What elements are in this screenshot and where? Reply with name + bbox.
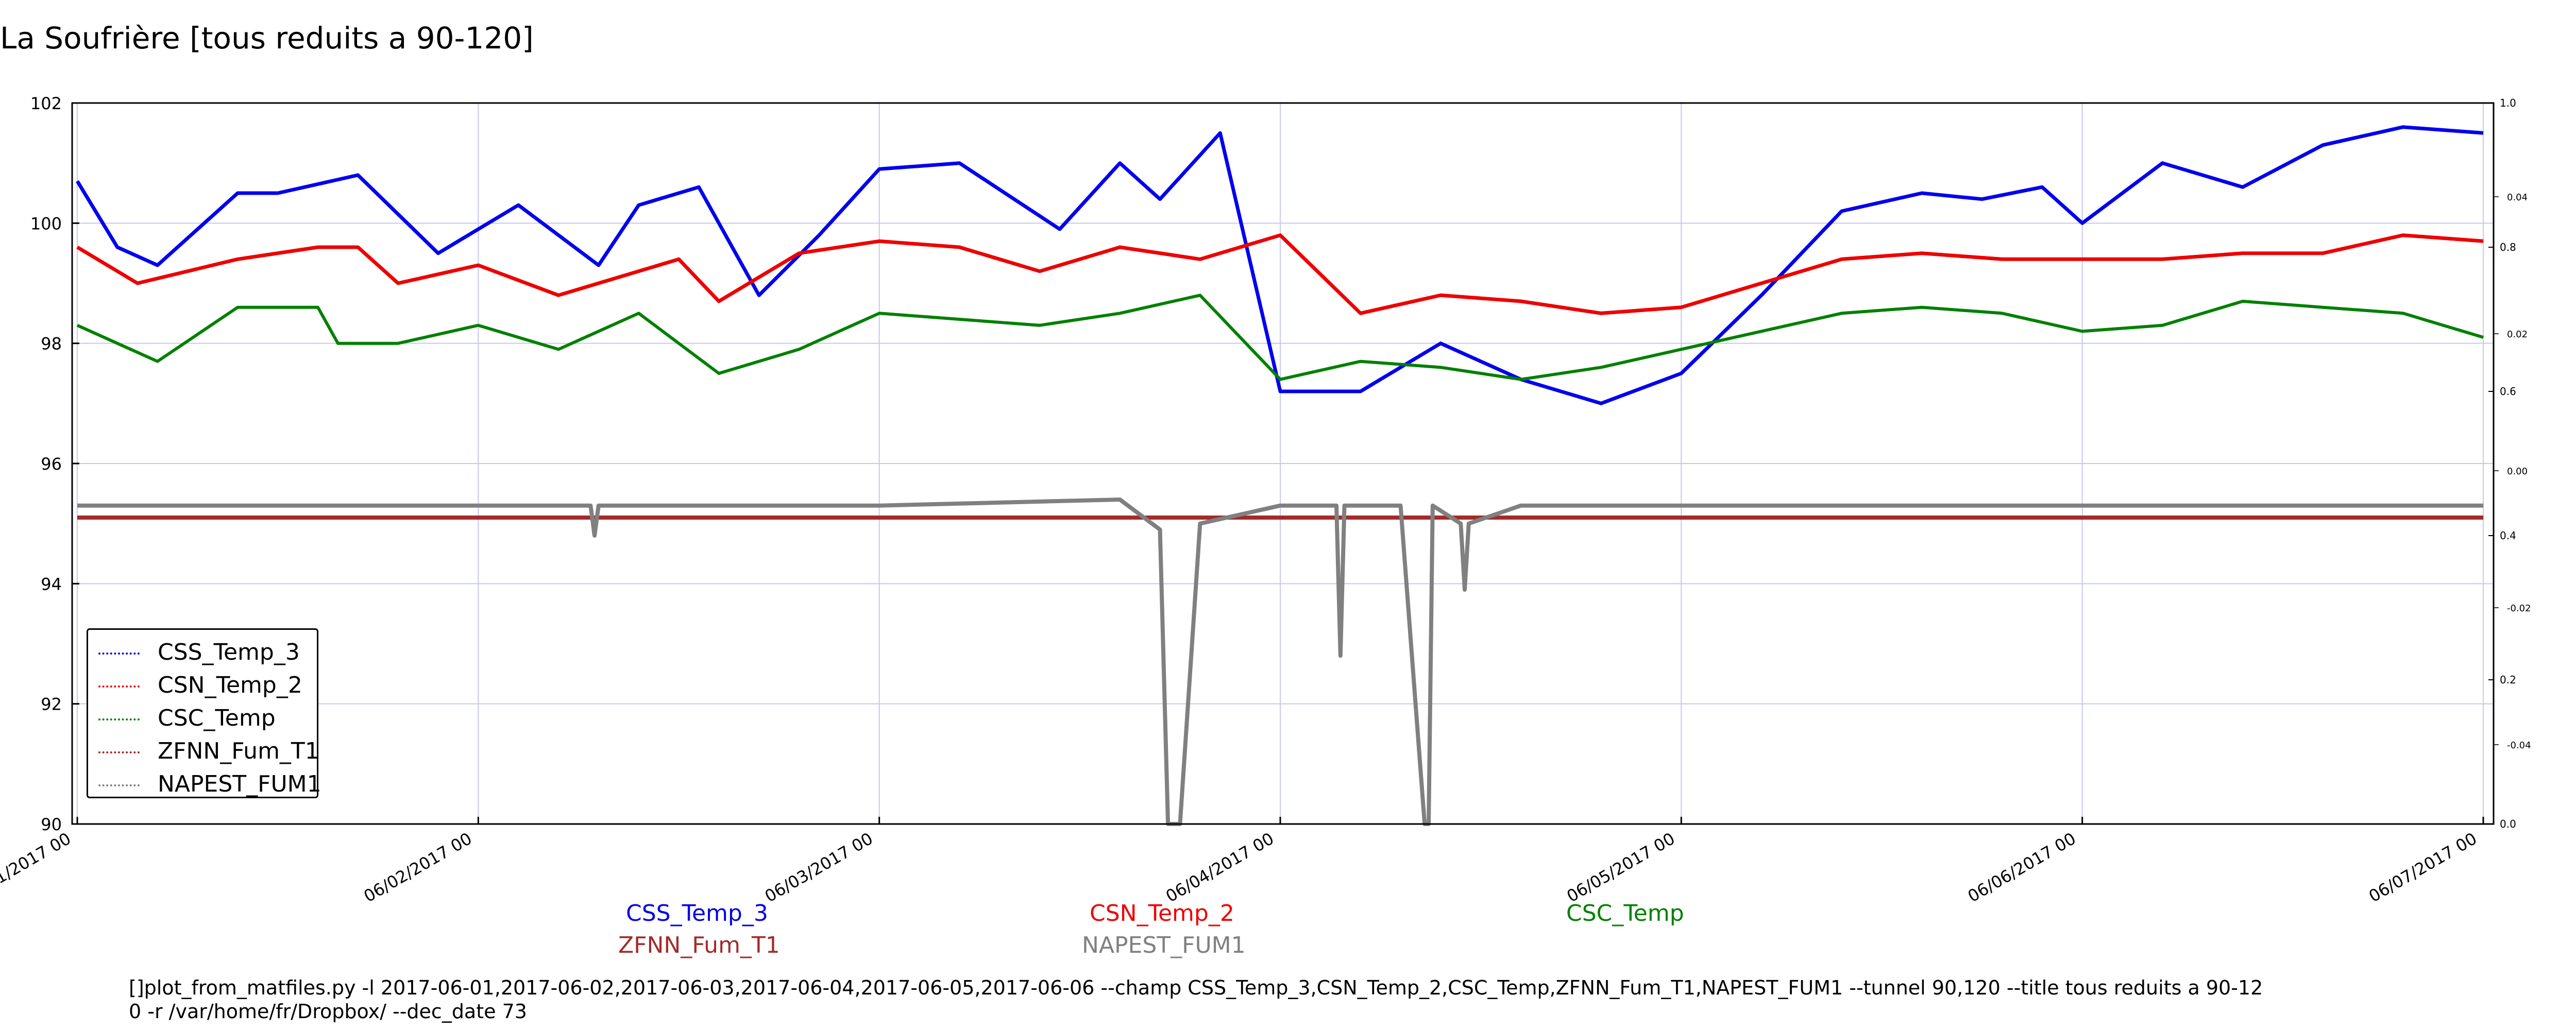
y2-minor-tick-label: 0.02 <box>2507 329 2528 340</box>
legend-label: CSC_Temp <box>158 705 276 731</box>
series-line-csn-temp-2 <box>76 233 2484 315</box>
y2-minor-tick-label: 0.04 <box>2507 192 2528 203</box>
y2-tick-label: 0.4 <box>2500 529 2516 542</box>
legend-swatch <box>98 751 140 753</box>
x-tick-label: 06/07/2017 00 <box>2365 829 2480 906</box>
legend-swatch <box>98 685 140 688</box>
y-tick-label: 94 <box>41 574 62 594</box>
y2-axis: 0.0 0.2 0.4 0.6 0.8 1.0 -0.04 -0.02 0.00 0.02 0.04 <box>2488 97 2531 830</box>
y-axis: 90 92 94 96 98 100 102 <box>30 94 79 834</box>
y2-tick-label: 1.0 <box>2500 97 2516 109</box>
x-axis: 06/01/2017 00 06/02/2017 00 06/03/2017 00 0… <box>0 817 2484 906</box>
legend-item-napest-fum1: NAPEST_FUM1 <box>88 771 321 802</box>
series-line-csc-temp <box>76 294 2484 381</box>
legend-label: NAPEST_FUM1 <box>158 771 321 797</box>
legend-item-csn-temp-2: CSN_Temp_2 <box>88 672 317 703</box>
grid <box>72 102 2494 825</box>
y2-tick-label: 0.2 <box>2500 674 2516 686</box>
legend-swatch <box>98 784 140 786</box>
x-tick-label: 06/05/2017 00 <box>1564 829 1679 906</box>
y-tick-label: 92 <box>41 695 62 714</box>
legend-swatch <box>98 653 140 655</box>
series-label-css-temp-3: CSS_Temp_3 <box>626 900 768 926</box>
series-label-zfnn-fum-t1: ZFNN_Fum_T1 <box>618 932 780 958</box>
legend-item-zfnn-fum-t1: ZFNN_Fum_T1 <box>88 738 319 769</box>
legend-label: ZFNN_Fum_T1 <box>158 738 319 764</box>
legend-item-csc-temp: CSC_Temp <box>88 705 317 736</box>
series-label-napest-fum1: NAPEST_FUM1 <box>1082 932 1246 958</box>
x-tick-label: 06/01/2017 00 <box>0 829 74 906</box>
series-line-napest-fum1 <box>77 497 2483 826</box>
series-label-csc-temp: CSC_Temp <box>1566 900 1684 926</box>
series-label-csn-temp-2: CSN_Temp_2 <box>1090 900 1234 926</box>
command-line-1: []plot_from_matfiles.py -l 2017-06-01,20… <box>129 976 2263 999</box>
y-tick-label: 98 <box>41 334 62 354</box>
legend-label: CSN_Temp_2 <box>158 672 302 698</box>
chart-title: La Soufrière [tous reduits a 90-120] <box>0 21 534 56</box>
y-tick-label: 100 <box>30 214 62 233</box>
legend-item-css-temp-3: CSS_Temp_3 <box>88 639 317 670</box>
y2-tick-label: 0.8 <box>2500 241 2516 253</box>
command-line: []plot_from_matfiles.py -l 2017-06-01,20… <box>129 976 2263 1023</box>
y-tick-label: 96 <box>41 454 62 474</box>
x-tick-label: 06/03/2017 00 <box>761 829 876 906</box>
series-lines <box>76 125 2484 826</box>
command-line-2: 0 -r /var/home/fr/Dropbox/ --dec_date 73 <box>129 1000 527 1023</box>
y2-minor-tick-label: -0.04 <box>2507 740 2531 751</box>
legend: CSS_Temp_3 CSN_Temp_2 CSC_Temp ZFNN_Fum_… <box>87 628 321 798</box>
series-line-css-temp-3 <box>76 125 2484 405</box>
y-tick-label: 102 <box>30 94 62 113</box>
y2-minor-tick-label: -0.02 <box>2507 603 2531 614</box>
y2-minor-tick-label: 0.00 <box>2507 466 2528 477</box>
y2-tick-label: 0.6 <box>2500 385 2516 398</box>
x-tick-label: 06/06/2017 00 <box>1964 829 2079 906</box>
x-tick-label: 06/04/2017 00 <box>1162 829 1277 906</box>
legend-swatch <box>98 718 140 720</box>
y-tick-label: 90 <box>41 815 62 834</box>
x-tick-label: 06/02/2017 00 <box>361 829 476 906</box>
y2-tick-label: 0.0 <box>2500 818 2516 830</box>
legend-label: CSS_Temp_3 <box>158 639 300 665</box>
